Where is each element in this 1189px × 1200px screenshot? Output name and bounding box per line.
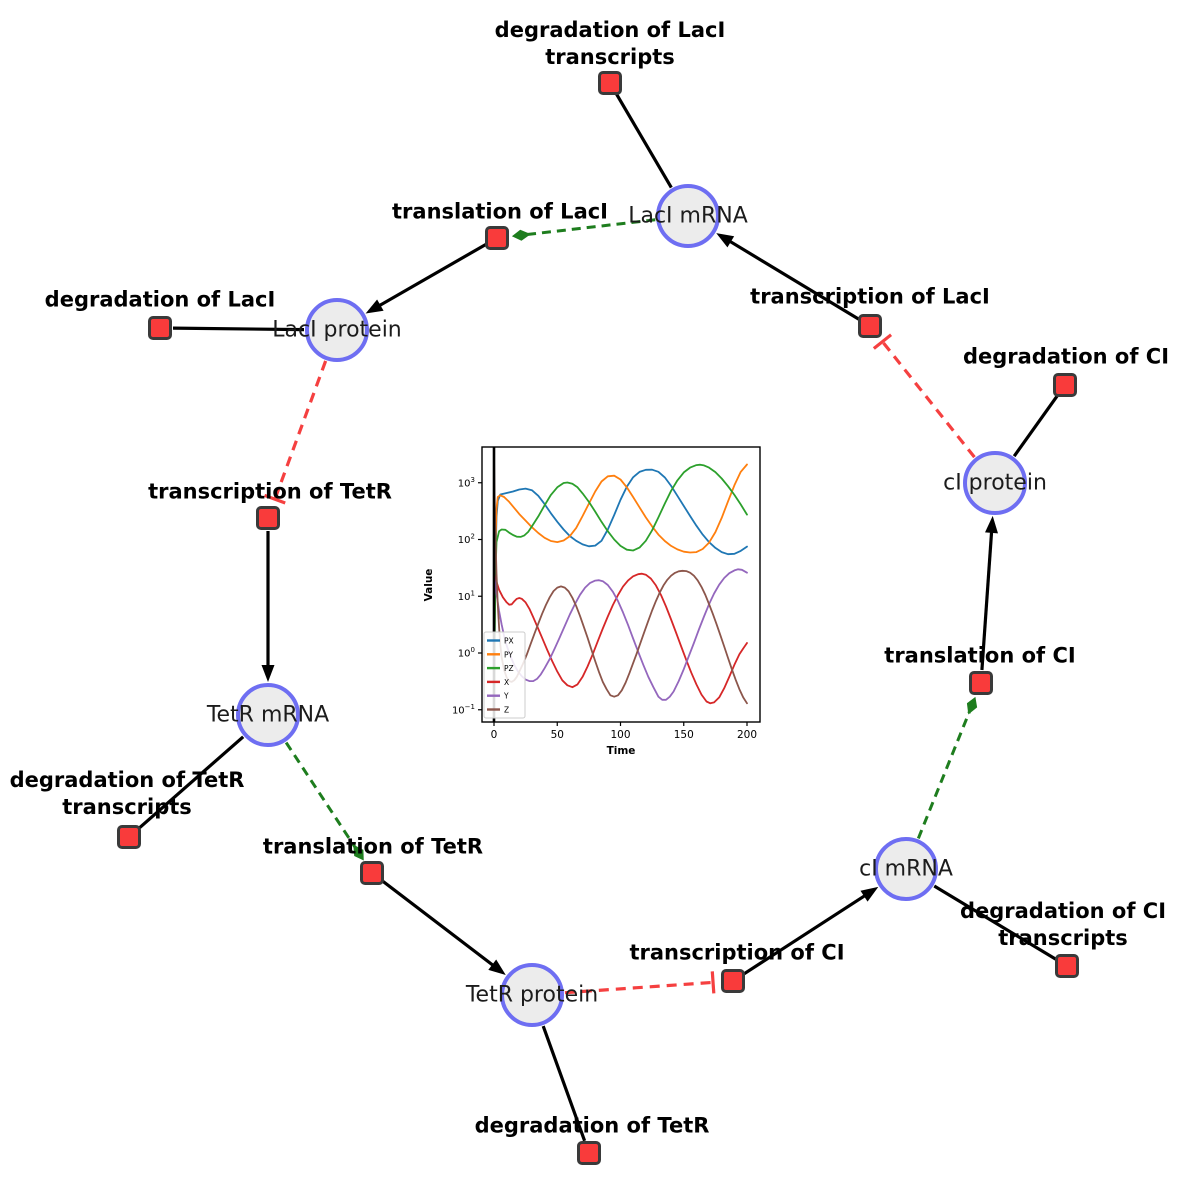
edge-transcription-of-ci-to-ci-mrna-production	[743, 886, 879, 976]
species-label-tetr-mrna: TetR mRNA	[206, 702, 330, 728]
species-node-ci-protein	[963, 451, 1027, 515]
reaction-node-transcription-of-ci	[721, 969, 745, 993]
reaction-label-degradation-of-tetr: degradation of TetR	[474, 1113, 710, 1138]
reaction-label-degradation-of-tetr-transcripts: degradation of TetR transcripts	[9, 768, 245, 819]
species-label-laci-protein: LacI protein	[272, 317, 402, 343]
edge-translation-of-tetr-to-tetr-protein-production	[381, 879, 506, 975]
edge-transcription-of-tetr-to-tetr-mrna-production	[261, 531, 275, 682]
edge-laci-mrna-to-degradation-of-laci-transcripts-consumption	[615, 93, 673, 189]
reaction-node-degradation-of-tetr-transcripts	[117, 825, 141, 849]
svg-text:10−1: 10−1	[452, 703, 475, 717]
chart-xlabel: Time	[607, 745, 636, 757]
chart-ylabel: Value	[423, 569, 435, 602]
chart-series-py	[493, 463, 748, 701]
svg-text:150: 150	[674, 729, 694, 741]
reaction-node-degradation-of-laci-transcripts	[598, 71, 622, 95]
edge-translation-of-laci-to-laci-protein-production	[365, 243, 487, 314]
reaction-node-translation-of-ci	[969, 671, 993, 695]
reaction-label-translation-of-ci: translation of CI	[884, 643, 1076, 668]
svg-text:103: 103	[458, 476, 475, 490]
species-label-ci-protein: cI protein	[943, 470, 1047, 496]
edge-ci-mrna-to-degradation-of-ci-transcripts-consumption	[933, 884, 1057, 961]
reaction-node-translation-of-tetr	[360, 861, 384, 885]
species-label-tetr-protein: TetR protein	[465, 982, 599, 1008]
edge-tetr-protein-to-transcription-of-ci-inhibition	[564, 971, 716, 995]
edge-laci-protein-to-transcription-of-tetr-inhibition	[264, 360, 328, 505]
reaction-label-transcription-of-tetr: transcription of TetR	[148, 479, 392, 504]
reaction-label-degradation-of-ci-transcripts: degradation of CI transcripts	[959, 899, 1167, 950]
chart-legend-label-px: PX	[504, 637, 514, 646]
reaction-node-degradation-of-ci-transcripts	[1055, 954, 1079, 978]
chart-x-axis: 0 50 100 150 200 Time	[491, 722, 757, 757]
chart-legend: PX PY PZ XYZ	[483, 631, 526, 719]
species-node-tetr-protein	[500, 963, 564, 1027]
edge-tetr-mrna-to-degradation-of-tetr-transcripts-consumption	[137, 735, 245, 830]
chart-legend-label-z: Z	[504, 706, 509, 715]
svg-text:100: 100	[458, 646, 475, 660]
reaction-label-translation-of-laci: translation of LacI	[392, 199, 608, 224]
edge-ci-protein-to-degradation-of-ci-consumption	[1012, 394, 1059, 458]
svg-text:200: 200	[737, 729, 757, 741]
chart-legend-label-py: PY	[504, 650, 513, 659]
reaction-node-degradation-of-ci	[1053, 373, 1077, 397]
reaction-label-degradation-of-ci: degradation of CI	[962, 344, 1170, 369]
species-node-ci-mrna	[874, 837, 938, 901]
svg-text:102: 102	[458, 533, 475, 547]
chart-legend-label-pz: PZ	[504, 664, 514, 673]
edge-ci-protein-to-transcription-of-laci-inhibition	[872, 333, 976, 459]
svg-text:50: 50	[551, 729, 564, 741]
svg-text:101: 101	[458, 589, 475, 603]
inset-chart: 0 50 100 150 200Time10310210110010−1ValuePXP…	[423, 446, 761, 757]
chart-series-x	[493, 572, 748, 705]
reaction-label-degradation-of-laci: degradation of LacI	[44, 287, 276, 312]
reaction-label-translation-of-tetr: translation of TetR	[262, 834, 484, 859]
species-label-ci-mrna: cI mRNA	[859, 856, 953, 882]
edge-tetr-mrna-to-translation-of-tetr-modifier	[284, 741, 364, 861]
reaction-node-degradation-of-laci	[148, 316, 172, 340]
edge-ci-mrna-to-translation-of-ci-modifier	[916, 696, 978, 839]
reaction-label-transcription-of-ci: transcription of CI	[629, 940, 845, 965]
edge-tetr-protein-to-degradation-of-tetr-consumption	[541, 1025, 587, 1142]
reaction-label-degradation-of-laci-transcripts: degradation of LacI transcripts	[494, 18, 726, 69]
edge-transcription-of-laci-to-laci-mrna-production	[716, 233, 860, 321]
species-label-laci-mrna: LacI mRNA	[628, 203, 748, 229]
reaction-node-translation-of-laci	[485, 226, 509, 250]
chart-series-pz	[493, 463, 748, 701]
reaction-label-transcription-of-laci: transcription of LacI	[750, 284, 990, 309]
chart-series-px	[493, 468, 748, 701]
svg-text:0: 0	[491, 729, 498, 741]
reaction-node-transcription-of-tetr	[256, 506, 280, 530]
edge-translation-of-ci-to-ci-protein-production	[980, 515, 998, 671]
svg-text:100: 100	[610, 729, 630, 741]
chart-y-axis: 103 102 101 100 10−1 Value	[423, 476, 482, 717]
species-node-tetr-mrna	[236, 683, 300, 747]
edge-laci-mrna-to-translation-of-laci-modifier	[511, 218, 656, 241]
chart-legend-label-x: X	[504, 678, 509, 687]
edge-laci-protein-to-degradation-of-laci-consumption	[172, 326, 305, 332]
species-node-laci-mrna	[656, 184, 720, 248]
chart-legend-label-y: Y	[503, 692, 509, 701]
reaction-node-transcription-of-laci	[858, 314, 882, 338]
species-node-laci-protein	[305, 298, 369, 362]
reaction-node-degradation-of-tetr	[577, 1141, 601, 1165]
